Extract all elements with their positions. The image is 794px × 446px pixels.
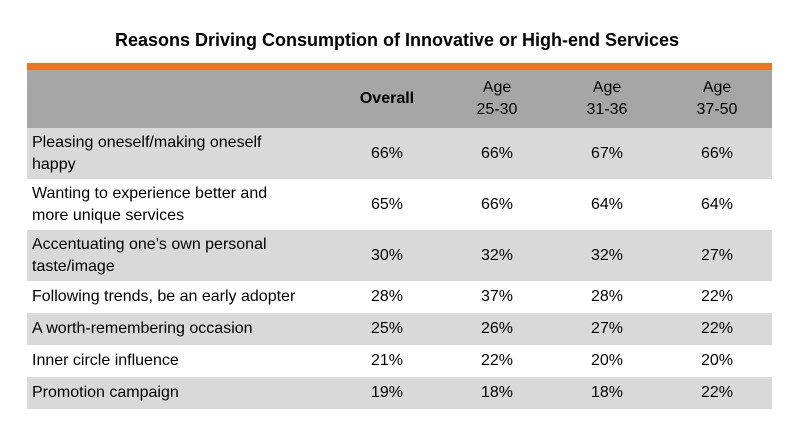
- table-row: Pleasing oneself/making oneself happy 66%…: [27, 128, 772, 179]
- reasons-table: Overall Age 25-30 Age 31-36 Age 37-50 Pleas…: [27, 70, 772, 409]
- row-label-line: Accentuating one’s own personal: [32, 235, 267, 253]
- cell-age-25-30: 66%: [442, 179, 552, 230]
- table-title: Reasons Driving Consumption of Innovativ…: [114, 30, 680, 50]
- cell-overall: 28%: [332, 281, 442, 313]
- header-age-word: Age: [592, 79, 622, 96]
- row-label: Inner circle influence: [27, 345, 332, 377]
- header-overall: Overall: [332, 70, 442, 128]
- cell-age-31-36: 20%: [552, 345, 662, 377]
- cell-age-37-50: 22%: [662, 281, 772, 313]
- orange-accent-bar: [27, 63, 772, 70]
- header-label-cell: [27, 70, 332, 128]
- row-label: Pleasing oneself/making oneself happy: [27, 128, 332, 179]
- cell-overall: 21%: [332, 345, 442, 377]
- cell-age-25-30: 26%: [442, 313, 552, 345]
- cell-age-31-36: 28%: [552, 281, 662, 313]
- row-label-line: Pleasing oneself/making oneself: [32, 133, 262, 151]
- cell-age-25-30: 66%: [442, 128, 552, 179]
- cell-age-25-30: 22%: [442, 345, 552, 377]
- row-label: A worth-remembering occasion: [27, 313, 332, 345]
- cell-age-37-50: 64%: [662, 179, 772, 230]
- table-row: Wanting to experience better and more uni…: [27, 179, 772, 230]
- row-label-line: more unique services: [32, 206, 185, 224]
- cell-age-25-30: 37%: [442, 281, 552, 313]
- table-row: A worth-remembering occasion 25% 26% 27%…: [27, 313, 772, 345]
- header-age-range: 31-36: [586, 101, 628, 118]
- cell-age-25-30: 32%: [442, 230, 552, 281]
- header-age-range: 25-30: [476, 101, 518, 118]
- row-label: Promotion campaign: [27, 377, 332, 409]
- cell-overall: 25%: [332, 313, 442, 345]
- row-label-line: taste/image: [32, 257, 115, 275]
- cell-age-31-36: 27%: [552, 313, 662, 345]
- cell-overall: 65%: [332, 179, 442, 230]
- table-row: Inner circle influence 21% 22% 20% 20%: [27, 345, 772, 377]
- cell-age-37-50: 20%: [662, 345, 772, 377]
- cell-age-37-50: 22%: [662, 377, 772, 409]
- cell-overall: 66%: [332, 128, 442, 179]
- table-row: Promotion campaign 19% 18% 18% 22%: [27, 377, 772, 409]
- cell-age-25-30: 18%: [442, 377, 552, 409]
- cell-overall: 30%: [332, 230, 442, 281]
- header-row: Overall Age 25-30 Age 31-36 Age 37-50: [27, 70, 772, 128]
- header-age-word: Age: [702, 79, 732, 96]
- cell-age-31-36: 64%: [552, 179, 662, 230]
- cell-age-31-36: 32%: [552, 230, 662, 281]
- header-age-25-30: Age 25-30: [442, 70, 552, 128]
- cell-age-37-50: 66%: [662, 128, 772, 179]
- cell-age-37-50: 27%: [662, 230, 772, 281]
- header-age-range: 37-50: [696, 101, 738, 118]
- header-age-31-36: Age 31-36: [552, 70, 662, 128]
- header-age-37-50: Age 37-50: [662, 70, 772, 128]
- cell-overall: 19%: [332, 377, 442, 409]
- cell-age-37-50: 22%: [662, 313, 772, 345]
- row-label-line: happy: [32, 155, 76, 173]
- header-age-word: Age: [482, 79, 512, 96]
- table-row: Following trends, be an early adopter 28…: [27, 281, 772, 313]
- row-label: Accentuating one’s own personal taste/ima…: [27, 230, 332, 281]
- row-label: Following trends, be an early adopter: [27, 281, 332, 313]
- row-label: Wanting to experience better and more uni…: [27, 179, 332, 230]
- table-row: Accentuating one’s own personal taste/ima…: [27, 230, 772, 281]
- row-label-line: Wanting to experience better and: [32, 184, 268, 202]
- cell-age-31-36: 18%: [552, 377, 662, 409]
- cell-age-31-36: 67%: [552, 128, 662, 179]
